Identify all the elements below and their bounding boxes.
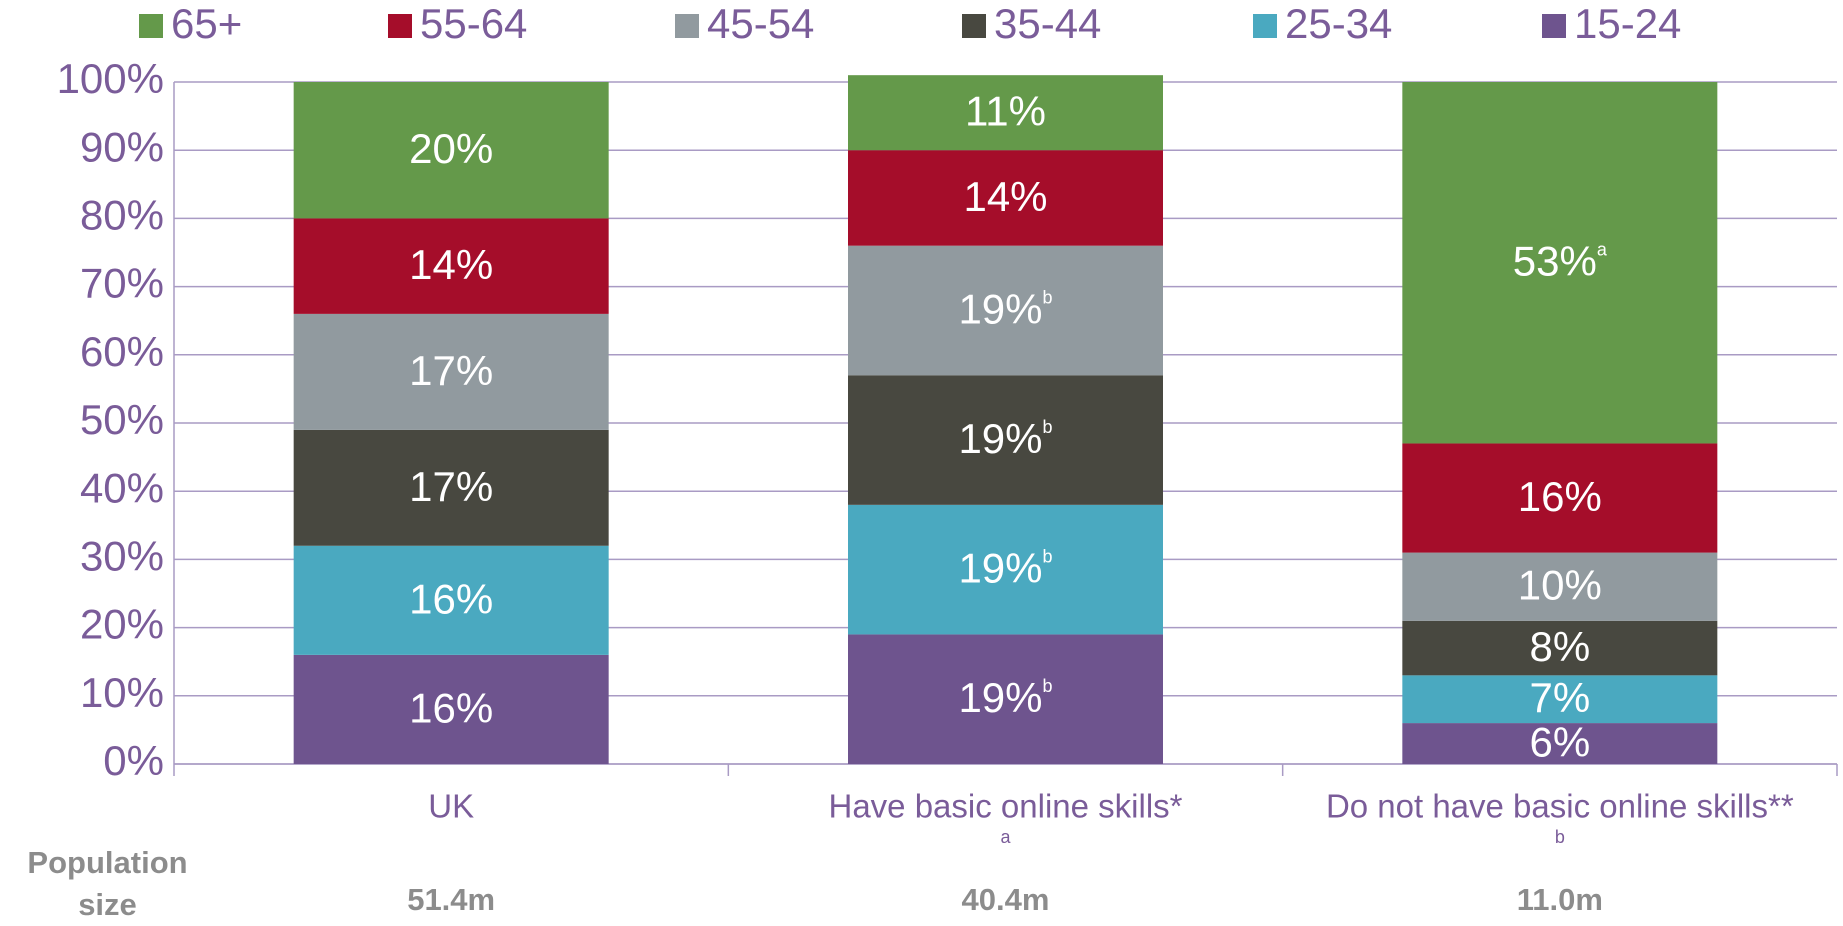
- data-label-value: 17%: [409, 463, 493, 510]
- data-label-note: b: [1043, 287, 1053, 307]
- legend-label: 45-54: [707, 0, 814, 47]
- data-label-value: 19%: [958, 415, 1042, 462]
- data-label: 16%: [409, 685, 493, 732]
- data-label: 7%: [1529, 674, 1590, 721]
- x-tick-label: Have basic online skills*: [829, 788, 1183, 825]
- legend-swatch: [388, 14, 412, 38]
- x-tick-label: UK: [428, 788, 474, 825]
- data-label: 19%b: [958, 415, 1052, 462]
- bar-segment: [848, 634, 1163, 764]
- bar-segment: [1402, 620, 1718, 676]
- bar-segment: [1402, 443, 1718, 553]
- legend-swatch: [1253, 14, 1277, 38]
- legend-swatch: [962, 14, 986, 38]
- y-tick-label: 40%: [80, 464, 164, 511]
- y-tick-label: 60%: [80, 328, 164, 375]
- legend-label: 15-24: [1574, 0, 1681, 47]
- data-label-value: 19%: [958, 674, 1042, 721]
- bar-segment: [848, 75, 1163, 151]
- data-label-value: 14%: [963, 173, 1047, 220]
- bar-segment: [848, 245, 1163, 376]
- x-tick-label: Do not have basic online skills**: [1326, 788, 1794, 825]
- data-label: 19%b: [958, 674, 1052, 721]
- data-label-value: 8%: [1529, 623, 1590, 670]
- bar-segment: [293, 545, 609, 655]
- bar-segment: [848, 504, 1163, 635]
- bar-segment: [293, 82, 609, 219]
- data-label-value: 11%: [965, 88, 1046, 135]
- y-tick-label: 0%: [103, 737, 164, 784]
- y-tick-label: 10%: [80, 669, 164, 716]
- legend-label: 55-64: [420, 0, 527, 47]
- data-label-value: 7%: [1529, 674, 1590, 721]
- legend-swatch: [1542, 14, 1566, 38]
- data-label: 14%: [409, 241, 493, 288]
- data-label-value: 20%: [409, 125, 493, 172]
- data-label-value: 17%: [409, 347, 493, 394]
- y-tick-label: 20%: [80, 601, 164, 648]
- bar-segment: [1402, 552, 1718, 621]
- legend-swatch: [675, 14, 699, 38]
- bar-segment: [293, 654, 609, 764]
- population-value: 40.4m: [962, 882, 1050, 917]
- data-label: 6%: [1529, 719, 1590, 766]
- data-label-value: 10%: [1518, 562, 1602, 609]
- legend-label: 25-34: [1285, 0, 1392, 47]
- data-label-value: 14%: [409, 241, 493, 288]
- data-label: 14%: [963, 173, 1047, 220]
- y-tick-label: 50%: [80, 396, 164, 443]
- legend-swatch: [139, 14, 163, 38]
- data-label: 19%b: [958, 545, 1052, 592]
- x-tick-note: b: [1555, 827, 1565, 847]
- data-label: 16%: [409, 575, 493, 622]
- y-tick-label: 30%: [80, 532, 164, 579]
- y-tick-label: 70%: [80, 260, 164, 307]
- data-label-value: 16%: [409, 685, 493, 732]
- legend-label: 65+: [171, 0, 242, 47]
- data-label-value: 53%: [1513, 238, 1597, 285]
- population-value: 11.0m: [1517, 882, 1603, 917]
- data-label: 17%: [409, 463, 493, 510]
- data-label-note: b: [1043, 676, 1053, 696]
- population-label: Population size: [27, 845, 188, 922]
- bar-segment: [1402, 82, 1718, 444]
- bar-segment: [293, 218, 609, 314]
- data-label-note: b: [1043, 417, 1053, 437]
- y-tick-label: 100%: [57, 55, 164, 102]
- data-label: 17%: [409, 347, 493, 394]
- y-tick-label: 80%: [80, 191, 164, 238]
- data-label-value: 19%: [958, 545, 1042, 592]
- data-label: 8%: [1529, 623, 1590, 670]
- data-label-note: b: [1043, 546, 1053, 566]
- data-label-value: 16%: [409, 575, 493, 622]
- x-tick-note: a: [1000, 827, 1011, 847]
- bar-segment: [848, 375, 1163, 505]
- data-label-value: 16%: [1518, 473, 1602, 520]
- data-label-value: 19%: [958, 286, 1042, 333]
- data-label-note: a: [1597, 239, 1608, 259]
- data-label: 20%: [409, 125, 493, 172]
- bar-segment: [1402, 723, 1718, 764]
- bar-segment: [1402, 675, 1718, 724]
- bar-segment: [848, 150, 1163, 246]
- bar-segment: [293, 429, 609, 546]
- y-tick-label: 90%: [80, 123, 164, 170]
- data-label: 16%: [1518, 473, 1602, 520]
- data-label: 11%: [965, 88, 1046, 135]
- bar-segment: [293, 313, 609, 430]
- legend-label: 35-44: [994, 0, 1101, 47]
- population-value: 51.4m: [407, 882, 495, 917]
- data-label: 10%: [1518, 562, 1602, 609]
- data-label: 19%b: [958, 286, 1052, 333]
- data-label: 53%a: [1513, 238, 1608, 285]
- data-label-value: 6%: [1529, 719, 1590, 766]
